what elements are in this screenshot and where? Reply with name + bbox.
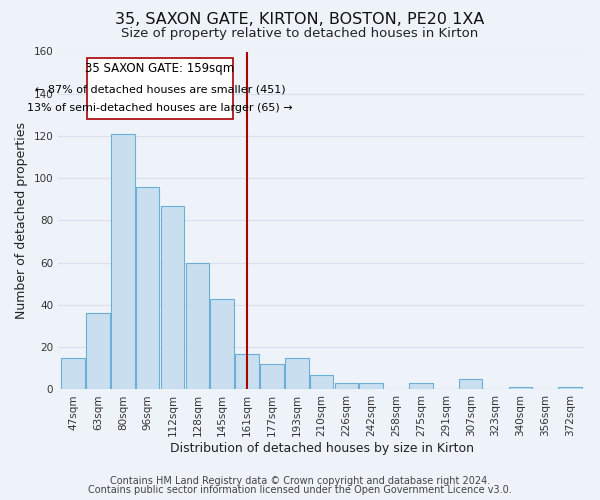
- Text: Contains HM Land Registry data © Crown copyright and database right 2024.: Contains HM Land Registry data © Crown c…: [110, 476, 490, 486]
- FancyBboxPatch shape: [87, 58, 233, 119]
- Text: Size of property relative to detached houses in Kirton: Size of property relative to detached ho…: [121, 28, 479, 40]
- Text: 35 SAXON GATE: 159sqm: 35 SAXON GATE: 159sqm: [85, 62, 235, 76]
- Bar: [335, 383, 358, 390]
- Bar: [86, 314, 110, 390]
- Bar: [285, 358, 308, 390]
- Bar: [310, 374, 334, 390]
- Bar: [459, 379, 482, 390]
- Y-axis label: Number of detached properties: Number of detached properties: [15, 122, 28, 319]
- Bar: [136, 186, 160, 390]
- X-axis label: Distribution of detached houses by size in Kirton: Distribution of detached houses by size …: [170, 442, 473, 455]
- Bar: [185, 262, 209, 390]
- Bar: [161, 206, 184, 390]
- Text: 35, SAXON GATE, KIRTON, BOSTON, PE20 1XA: 35, SAXON GATE, KIRTON, BOSTON, PE20 1XA: [115, 12, 485, 28]
- Bar: [558, 388, 582, 390]
- Bar: [509, 388, 532, 390]
- Bar: [61, 358, 85, 390]
- Text: Contains public sector information licensed under the Open Government Licence v3: Contains public sector information licen…: [88, 485, 512, 495]
- Text: 13% of semi-detached houses are larger (65) →: 13% of semi-detached houses are larger (…: [27, 103, 293, 113]
- Bar: [359, 383, 383, 390]
- Bar: [211, 298, 234, 390]
- Bar: [260, 364, 284, 390]
- Text: ← 87% of detached houses are smaller (451): ← 87% of detached houses are smaller (45…: [35, 84, 286, 94]
- Bar: [111, 134, 134, 390]
- Bar: [235, 354, 259, 390]
- Bar: [409, 383, 433, 390]
